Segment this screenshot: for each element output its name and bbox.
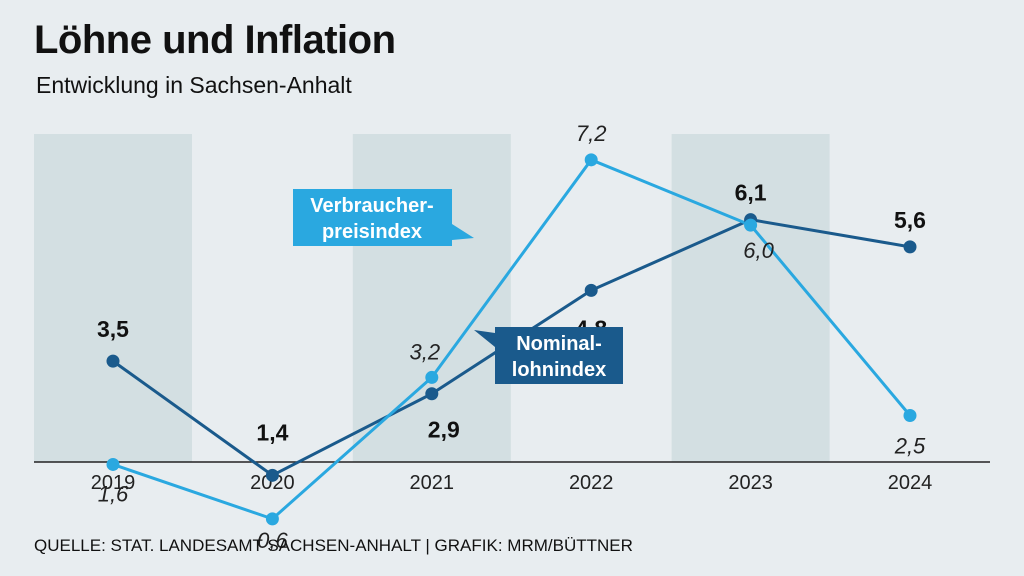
nominal-series-label-line-1: Nominal- xyxy=(516,333,602,355)
x-tick-label-2019: 2019 xyxy=(91,472,136,494)
cpi-line xyxy=(112,158,912,521)
cpi-series-label-line-2: preisindex xyxy=(322,221,422,243)
x-tick-label-2022: 2022 xyxy=(569,472,614,494)
cpi-point-2020 xyxy=(265,512,279,526)
nominal-point-2022 xyxy=(584,283,598,297)
nominal-value-label-2019: 3,5 xyxy=(97,316,129,342)
cpi-value-label-2022: 7,2 xyxy=(576,121,607,146)
cpi-point-2023 xyxy=(744,218,758,232)
nominal-value-label-2024: 5,6 xyxy=(894,207,926,233)
cpi-value-label-2020: 0,6 xyxy=(257,528,288,553)
year-band-2021 xyxy=(352,134,511,462)
x-tick-label-2023: 2023 xyxy=(728,472,773,494)
x-tick-label-2020: 2020 xyxy=(250,472,295,494)
nominal-point-2019 xyxy=(106,354,120,368)
cpi-point-2019 xyxy=(106,457,120,471)
x-tick-label-2021: 2021 xyxy=(410,472,455,494)
cpi-value-label-2024: 2,5 xyxy=(894,434,926,459)
year-band-2019 xyxy=(34,134,192,462)
nominal-value-label-2023: 6,1 xyxy=(735,180,767,206)
cpi-point-2022 xyxy=(584,153,598,167)
cpi-series-label-line-1: Verbraucher- xyxy=(310,195,433,217)
nominal-series-box xyxy=(474,327,623,384)
chart-subtitle: Entwicklung in Sachsen-Anhalt xyxy=(36,72,352,98)
chart-title: Löhne und Inflation xyxy=(34,18,396,62)
cpi-value-label-2023: 6,0 xyxy=(743,238,774,263)
cpi-point-2024 xyxy=(903,409,917,422)
x-tick-label-2024: 2024 xyxy=(888,472,933,494)
cpi-point-2021 xyxy=(425,370,439,384)
nominal-point-2021 xyxy=(425,387,439,401)
nominal-point-2020 xyxy=(265,468,279,482)
nominal-value-label-2021: 2,9 xyxy=(428,417,460,443)
cpi-value-label-2021: 3,2 xyxy=(410,339,441,364)
nominal-series-label-line-2: lohnindex xyxy=(512,359,606,381)
source-credit: QUELLE: STAT. LANDESAMT SACHSEN-ANHALT |… xyxy=(34,536,633,555)
cpi-series-box xyxy=(293,189,474,246)
cpi-value-label-2019: 1,6 xyxy=(98,481,129,506)
nominal-value-label-2020: 1,4 xyxy=(256,419,288,445)
nominal-point-2024 xyxy=(903,240,917,254)
year-band-2023 xyxy=(671,134,830,462)
